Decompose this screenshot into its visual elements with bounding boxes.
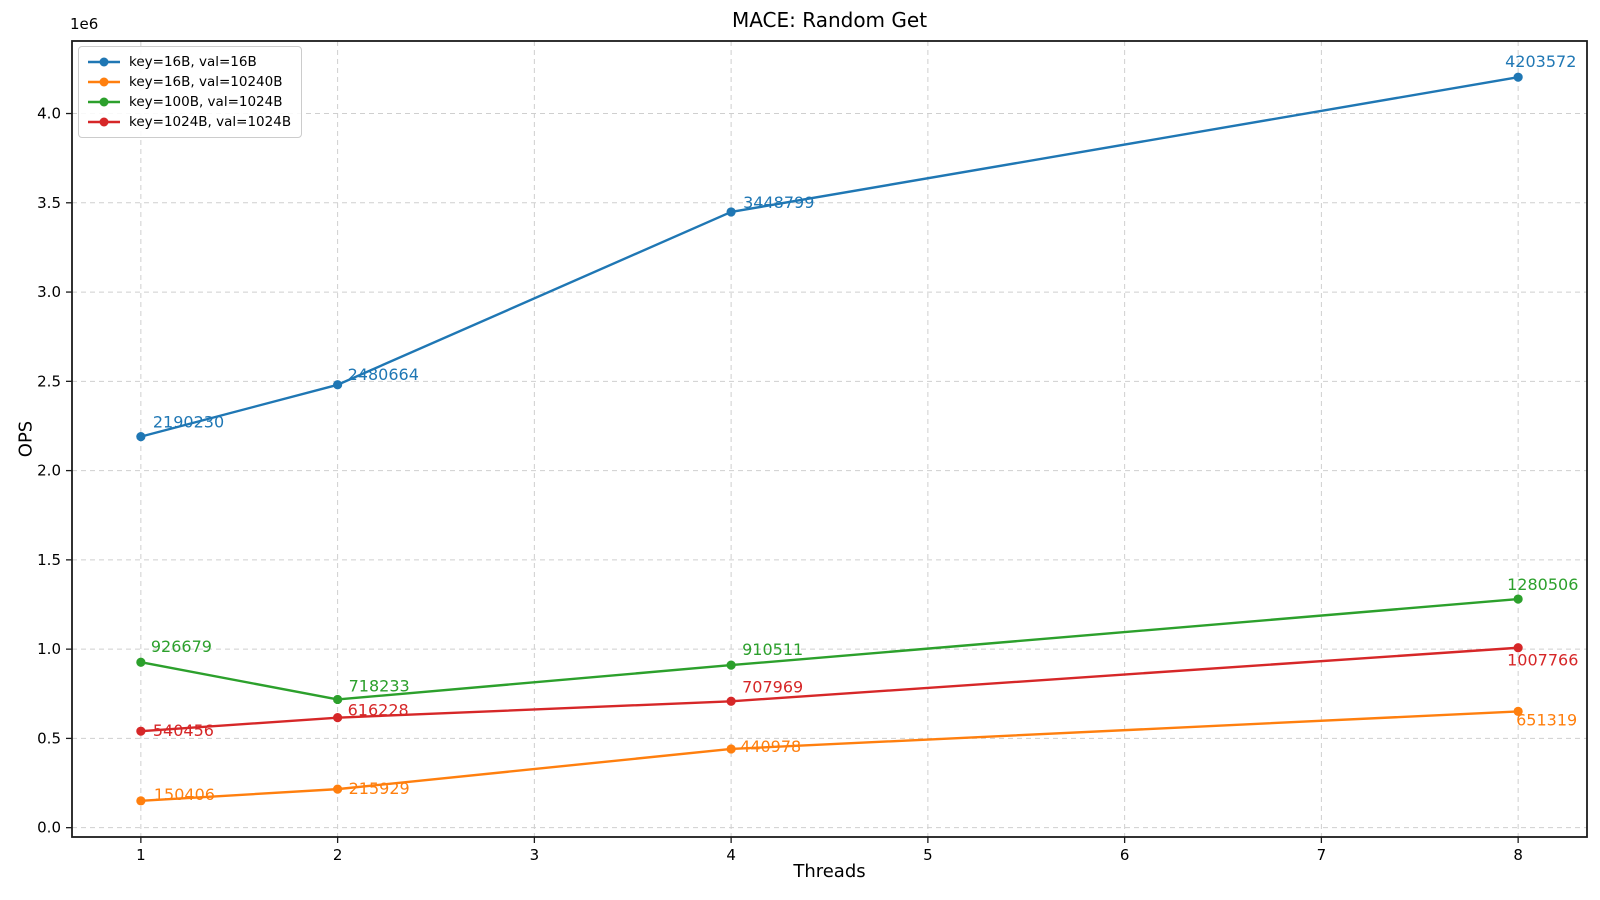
y-tick-label: 3.5	[37, 194, 61, 212]
y-tick-label: 1.5	[37, 551, 61, 569]
x-tick-label: 2	[333, 846, 343, 864]
data-point	[1513, 72, 1523, 82]
y-axis: 0.0 0.5 1.0 1.5 2.0 2.5 3.0 3.5 4.0	[37, 105, 72, 837]
x-tick-label: 8	[1513, 846, 1523, 864]
series-0	[136, 72, 1523, 442]
y-tick-label: 0.0	[37, 819, 61, 837]
series-1	[136, 706, 1523, 806]
point-value-label: 2190230	[153, 413, 224, 432]
series-2	[136, 594, 1523, 705]
data-point	[333, 694, 343, 705]
legend-marker-icon	[88, 117, 120, 127]
series-line	[140, 646, 1519, 733]
data-point	[136, 657, 146, 667]
x-axis-label: Threads	[793, 861, 866, 882]
series-line	[140, 597, 1519, 701]
y-tick-label: 2.5	[37, 372, 61, 390]
data-point	[1513, 706, 1523, 716]
legend-marker-icon	[88, 97, 120, 107]
data-point	[726, 660, 736, 670]
legend: key=16B, val=16B key=16B, val=10240B key=1…	[78, 46, 303, 138]
point-value-label: 3448799	[743, 193, 814, 212]
point-value-label: 718233	[349, 676, 410, 695]
point-value-label: 540456	[153, 721, 214, 740]
series-line	[140, 710, 1519, 803]
data-point	[333, 784, 343, 794]
legend-marker-icon	[88, 77, 120, 87]
legend-item: key=1024B, val=1024B	[87, 112, 291, 132]
grid	[72, 41, 1587, 837]
point-value-label: 150406	[154, 785, 215, 804]
data-point	[136, 726, 146, 736]
x-axis: 1 2 3 4 5 6 7 8	[136, 837, 1523, 864]
data-point	[136, 432, 146, 442]
point-value-label: 1280506	[1507, 575, 1578, 594]
data-point	[136, 796, 146, 806]
point-value-label: 616228	[348, 701, 409, 720]
point-value-label: 910511	[742, 640, 803, 659]
data-point	[333, 380, 343, 390]
data-point	[726, 207, 736, 217]
data-point	[1513, 594, 1523, 604]
legend-item-label: key=16B, val=16B	[129, 54, 257, 70]
legend-item-label: key=1024B, val=1024B	[129, 114, 292, 130]
series-line	[140, 75, 1519, 438]
point-value-label: 926679	[151, 637, 212, 656]
y-tick-label: 0.5	[37, 729, 61, 747]
y-tick-label: 2.0	[37, 462, 61, 480]
legend-marker-icon	[88, 57, 120, 67]
y-tick-label: 1.0	[37, 640, 61, 658]
point-value-label: 215929	[349, 779, 410, 798]
series-3	[136, 643, 1523, 736]
point-value-label: 707969	[742, 677, 803, 696]
legend-item: key=100B, val=1024B	[87, 92, 291, 112]
point-value-label: 2480664	[348, 365, 419, 384]
x-tick-label: 7	[1317, 846, 1327, 864]
y-tick-label: 4.0	[37, 105, 61, 123]
x-tick-label: 5	[923, 846, 933, 864]
x-tick-label: 4	[726, 846, 736, 864]
data-point	[333, 713, 343, 723]
plot-border	[71, 40, 1588, 838]
data-point	[726, 744, 736, 754]
chart-title: MACE: Random Get	[731, 8, 928, 32]
legend-item: key=16B, val=16B	[87, 52, 291, 72]
point-value-label: 651319	[1516, 710, 1577, 729]
legend-item-label: key=16B, val=10240B	[129, 74, 283, 90]
legend-item-label: key=100B, val=1024B	[129, 94, 283, 110]
point-value-label: 440978	[740, 737, 801, 756]
x-tick-label: 6	[1120, 846, 1130, 864]
point-value-label: 4203572	[1505, 52, 1576, 71]
data-point	[726, 696, 736, 706]
point-labels: 2190230 2480664 3448799 4203572 150406 215929…	[151, 52, 1579, 804]
x-tick-label: 3	[530, 846, 540, 864]
y-axis-label: OPS	[15, 420, 37, 458]
data-point	[1513, 643, 1523, 653]
legend-item: key=16B, val=10240B	[87, 72, 291, 92]
y-axis-offset-label: 1e6	[70, 15, 99, 33]
y-tick-label: 3.0	[37, 283, 61, 301]
x-tick-label: 1	[136, 846, 146, 864]
point-value-label: 1007766	[1507, 651, 1578, 670]
